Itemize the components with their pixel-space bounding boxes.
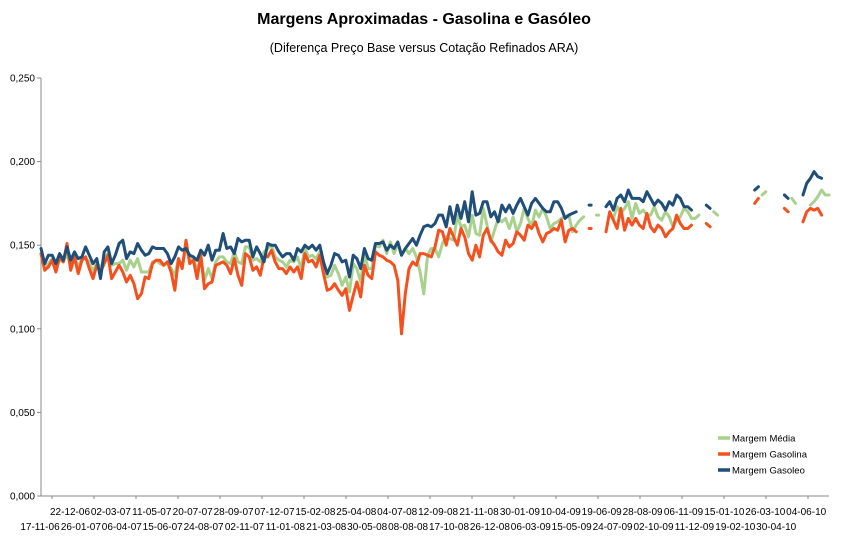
chart-title: Margens Aproximadas - Gasolina e Gasóleo xyxy=(257,11,591,28)
x-tick-label: 21-11-08 xyxy=(459,507,499,518)
series-line-segment xyxy=(712,210,719,217)
legend-label: Margem Gasoleo xyxy=(732,466,805,477)
x-tick-label: 30-05-08 xyxy=(347,522,387,533)
y-tick-label: 0,000 xyxy=(10,492,35,503)
series-margem-gasoleo xyxy=(39,170,824,281)
x-tick-label: 08-08-08 xyxy=(388,522,428,533)
y-tick-label: 0,150 xyxy=(10,241,35,252)
chart-subtitle: (Diferença Preço Base versus Cotação Ref… xyxy=(270,41,578,55)
x-tick-label: 04-07-08 xyxy=(377,507,417,518)
y-tick-label: 0,250 xyxy=(10,74,35,85)
x-tick-label: 17-10-08 xyxy=(429,522,469,533)
series-line-segment xyxy=(753,196,760,205)
series-margem-média xyxy=(39,188,831,296)
series-line-segment xyxy=(753,185,760,192)
series-line-segment xyxy=(704,222,712,229)
series-line-segment xyxy=(801,206,824,224)
x-tick-label: 26-03-10 xyxy=(745,507,785,518)
series-line-segment xyxy=(611,200,701,229)
x-tick-label: 30-01-09 xyxy=(500,507,540,518)
x-tick-label: 20-07-07 xyxy=(173,507,213,518)
series-line-segment xyxy=(39,218,578,336)
y-axis-ticks: 0,000 0,050 0,100 0,150 0,200 0,250 xyxy=(10,74,41,503)
series-line-segment xyxy=(801,170,824,197)
x-tick-label: 15-02-08 xyxy=(295,507,335,518)
x-tick-label: 02-11-07 xyxy=(225,522,265,533)
x-tick-label: 11-05-07 xyxy=(132,507,172,518)
legend-label: Margem Gasolina xyxy=(732,450,808,461)
series-line-segment xyxy=(39,206,586,296)
x-tick-label: 19-06-09 xyxy=(582,507,622,518)
series-line-segment xyxy=(782,193,790,200)
x-axis-ticks: 22-12-06 02-03-07 11-05-07 20-07-07 28-09-07… xyxy=(20,496,827,533)
x-tick-label: 15-05-09 xyxy=(552,522,592,533)
x-tick-label: 06-04-07 xyxy=(102,522,142,533)
x-tick-label: 12-09-08 xyxy=(418,507,458,518)
series-line-segment xyxy=(604,206,693,239)
x-tick-label: 28-09-07 xyxy=(214,507,254,518)
x-tick-label: 26-12-08 xyxy=(470,522,510,533)
series-line-segment xyxy=(782,206,790,214)
series-line-segment xyxy=(39,190,578,281)
x-tick-label: 02-10-09 xyxy=(633,522,673,533)
x-tick-label: 15-01-10 xyxy=(704,507,744,518)
series-layer xyxy=(39,170,831,336)
legend-label: Margem Média xyxy=(732,434,796,445)
x-tick-label: 11-12-09 xyxy=(675,522,715,533)
series-margem-gasolina xyxy=(39,196,824,336)
series-line-segment xyxy=(808,188,831,207)
series-line-segment xyxy=(790,196,797,205)
x-tick-label: 19-02-10 xyxy=(715,522,755,533)
y-tick-label: 0,100 xyxy=(10,324,35,335)
series-line-segment xyxy=(704,203,712,210)
series-line-segment xyxy=(604,188,693,212)
x-tick-label: 30-04-10 xyxy=(756,522,796,533)
x-tick-label: 25-04-08 xyxy=(336,507,376,518)
x-tick-label: 28-08-09 xyxy=(623,507,663,518)
x-tick-label: 24-07-09 xyxy=(593,522,633,533)
legend: Margem Média Margem Gasolina Margem Gasole… xyxy=(718,434,808,477)
x-tick-label: 15-06-07 xyxy=(143,522,183,533)
x-tick-label: 21-03-08 xyxy=(306,522,346,533)
y-tick-label: 0,050 xyxy=(10,408,35,419)
x-tick-label: 10-04-09 xyxy=(541,507,581,518)
x-tick-label: 04-06-10 xyxy=(786,507,826,518)
x-tick-label: 17-11-06 xyxy=(20,522,60,533)
x-tick-label: 06-11-09 xyxy=(664,507,704,518)
x-tick-label: 07-12-07 xyxy=(254,507,294,518)
x-tick-label: 02-03-07 xyxy=(91,507,131,518)
x-tick-label: 06-03-09 xyxy=(511,522,551,533)
x-tick-label: 22-12-06 xyxy=(50,507,90,518)
series-line-segment xyxy=(760,190,768,197)
y-tick-label: 0,200 xyxy=(10,157,35,168)
x-tick-label: 11-01-08 xyxy=(266,522,306,533)
x-tick-label: 24-08-07 xyxy=(184,522,224,533)
x-tick-label: 26-01-07 xyxy=(61,522,101,533)
